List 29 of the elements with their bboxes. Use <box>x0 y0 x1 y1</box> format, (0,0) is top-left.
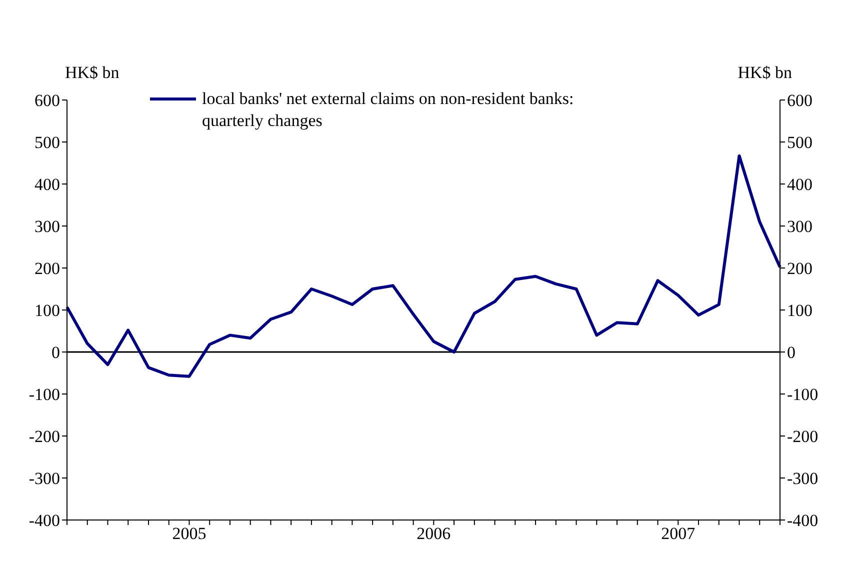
y-tick-label: 200 <box>34 259 60 278</box>
y-axis-title: HK$ bn <box>65 63 120 82</box>
x-tick-label: 2005 <box>172 524 206 544</box>
legend-label: local banks' net external claims on non-resident banks: quarterly changes <box>202 88 575 132</box>
y2-tick-label: 100 <box>787 301 812 320</box>
y-tick-label: -300 <box>28 469 60 488</box>
y-tick-label: 600 <box>34 91 60 110</box>
y2-tick-label: -100 <box>787 385 818 404</box>
line-series <box>66 154 782 378</box>
y2-tick-label: 600 <box>787 91 812 110</box>
y2-tick-label: 200 <box>787 259 812 278</box>
y2-tick-label: 400 <box>787 175 812 194</box>
y-tick-label: 500 <box>34 133 60 152</box>
y-tick-label: -200 <box>28 427 60 446</box>
x-tick-label: 2006 <box>416 524 451 544</box>
y-tick-label: 0 <box>52 343 60 362</box>
y2-tick-label: -300 <box>787 469 818 488</box>
y-tick-label: 100 <box>34 301 60 320</box>
y-tick-label: -100 <box>28 385 60 404</box>
y2-tick-label: -400 <box>787 511 818 530</box>
x-tick-label: 2007 <box>661 524 696 544</box>
y2-tick-label: 300 <box>787 217 812 236</box>
y2-tick-label: 500 <box>787 133 812 152</box>
y-tick-label: 400 <box>34 175 60 194</box>
y2-axis-title: HK$ bn <box>738 63 792 82</box>
y2-tick-label: -200 <box>787 427 818 446</box>
y-tick-label: 300 <box>34 217 60 236</box>
y-tick-label: -400 <box>28 511 60 530</box>
y2-tick-label: 0 <box>787 343 796 362</box>
